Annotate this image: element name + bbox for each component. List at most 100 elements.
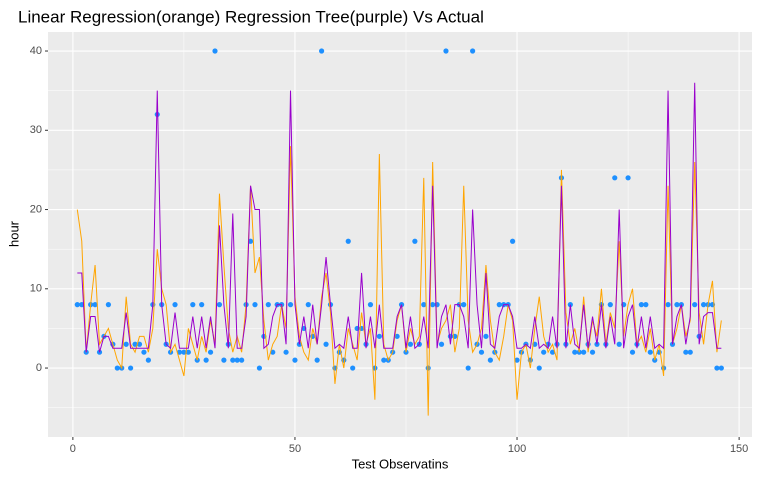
line xyxy=(77,82,722,353)
point xyxy=(181,349,187,355)
point xyxy=(496,302,502,308)
point xyxy=(114,365,120,371)
point xyxy=(123,341,129,347)
point xyxy=(247,238,254,244)
point xyxy=(212,48,218,54)
point xyxy=(234,357,240,363)
point xyxy=(487,357,493,363)
point xyxy=(581,349,587,355)
x-axis-label: Test Observatins xyxy=(352,456,449,471)
point xyxy=(541,349,547,355)
point xyxy=(465,365,471,371)
y-tick-label: 10 xyxy=(30,283,42,295)
point xyxy=(216,302,223,308)
point xyxy=(292,357,298,363)
point xyxy=(483,333,489,339)
point xyxy=(687,349,693,355)
point xyxy=(172,302,178,308)
point xyxy=(438,341,445,347)
point xyxy=(425,365,431,371)
point xyxy=(314,357,320,363)
point xyxy=(572,349,578,355)
point xyxy=(145,357,151,363)
point xyxy=(421,302,427,308)
point xyxy=(239,357,245,363)
point xyxy=(92,302,98,308)
point xyxy=(638,302,645,308)
point xyxy=(74,302,80,308)
point xyxy=(625,175,631,181)
point xyxy=(305,302,311,308)
point xyxy=(509,238,516,244)
point xyxy=(514,357,520,363)
point xyxy=(256,365,263,371)
point xyxy=(207,349,214,355)
point xyxy=(132,341,138,347)
point xyxy=(128,365,134,371)
point xyxy=(665,302,671,308)
x-tick-label: 100 xyxy=(508,443,526,455)
point xyxy=(185,349,191,355)
point xyxy=(199,302,205,308)
point xyxy=(549,349,556,355)
point xyxy=(252,302,258,308)
point xyxy=(367,302,374,308)
x-tick-label: 50 xyxy=(289,443,301,455)
point xyxy=(629,349,636,355)
point xyxy=(190,302,196,308)
point xyxy=(647,349,653,355)
point xyxy=(354,325,360,332)
point xyxy=(323,341,329,347)
point xyxy=(376,333,382,339)
point xyxy=(270,349,276,355)
point xyxy=(283,349,289,355)
point xyxy=(407,341,414,347)
point xyxy=(443,48,449,54)
point xyxy=(447,333,454,339)
point xyxy=(136,341,143,347)
point xyxy=(616,341,622,347)
point xyxy=(674,302,680,308)
point xyxy=(381,357,387,363)
point xyxy=(430,302,436,308)
point xyxy=(412,238,418,244)
point xyxy=(714,365,720,371)
point xyxy=(372,365,378,371)
point xyxy=(589,349,596,355)
y-tick-label: 0 xyxy=(36,362,42,374)
point xyxy=(221,357,227,363)
y-tick-label: 20 xyxy=(30,203,42,215)
point xyxy=(176,349,183,355)
point xyxy=(607,302,613,308)
point xyxy=(461,302,467,308)
point xyxy=(265,302,271,308)
point xyxy=(643,302,649,308)
point xyxy=(470,48,476,54)
point xyxy=(536,365,542,371)
point xyxy=(319,48,325,54)
point xyxy=(434,302,440,308)
point xyxy=(683,349,689,355)
point xyxy=(700,302,707,308)
point xyxy=(478,349,485,355)
point xyxy=(141,349,147,355)
point xyxy=(350,365,356,371)
chart-title: Linear Regression(orange) Regression Tre… xyxy=(18,7,484,26)
point xyxy=(545,341,551,347)
point xyxy=(203,357,209,363)
y-axis-label: hour xyxy=(6,220,21,247)
point xyxy=(394,333,400,339)
point xyxy=(287,302,294,308)
line xyxy=(76,146,722,416)
x-tick-label: 0 xyxy=(70,443,76,455)
y-tick-label: 30 xyxy=(30,124,42,136)
point xyxy=(105,302,112,308)
point xyxy=(230,357,236,363)
point xyxy=(612,175,618,181)
point xyxy=(718,365,724,371)
point xyxy=(345,238,351,244)
point xyxy=(692,302,698,308)
panel xyxy=(48,32,752,437)
y-tick-label: 40 xyxy=(30,45,42,57)
